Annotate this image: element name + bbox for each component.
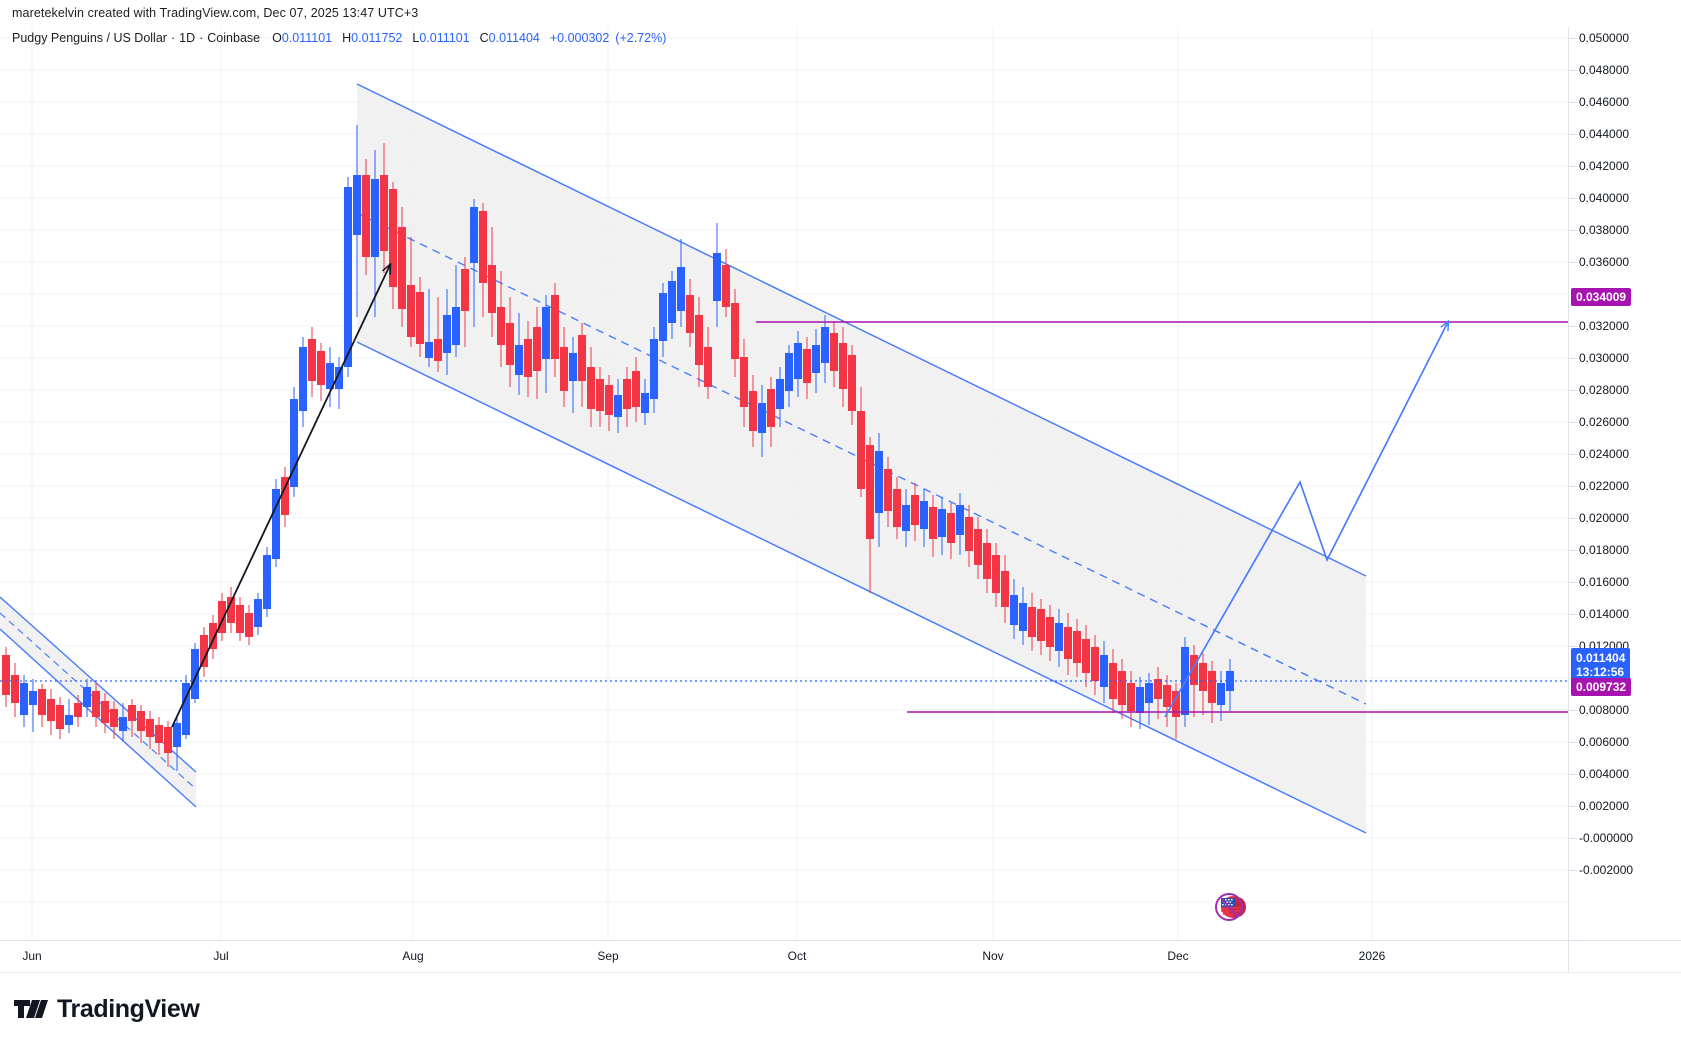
price-tick: 0.030000 — [1569, 351, 1629, 365]
time-tick-sep: Sep — [597, 949, 619, 963]
change-percent: (+2.72%) — [615, 31, 667, 45]
price-tick: 0.038000 — [1569, 223, 1629, 237]
price-tick: 0.026000 — [1569, 415, 1629, 429]
price-tick: 0.024000 — [1569, 447, 1629, 461]
low-value: L0.011101 — [412, 31, 470, 45]
price-tick: 0.042000 — [1569, 159, 1629, 173]
candle-group-june — [2, 647, 190, 771]
bullish-projection-path[interactable] — [1164, 322, 1448, 718]
change-value: +0.000302 — [549, 31, 610, 45]
price-tick: 0.044000 — [1569, 127, 1629, 141]
legend-separator-1: · — [170, 31, 176, 45]
exchange-label[interactable]: Coinbase — [207, 31, 261, 45]
price-tick: 0.014000 — [1569, 607, 1629, 621]
price-tick: 0.016000 — [1569, 575, 1629, 589]
price-tick: 0.004000 — [1569, 767, 1629, 781]
candle-group-july-rally — [191, 177, 352, 703]
last-price-value: 0.011404 — [1576, 651, 1626, 665]
chart-plot-area[interactable] — [0, 27, 1568, 940]
high-value: H0.011752 — [342, 31, 403, 45]
time-tick-jul: Jul — [213, 949, 229, 963]
price-tick: 0.036000 — [1569, 255, 1629, 269]
price-tick: -0.000000 — [1569, 831, 1633, 845]
candle-group-october — [731, 289, 919, 593]
target-price-badge[interactable]: 0.034009 — [1571, 288, 1632, 306]
price-tick: 0.022000 — [1569, 479, 1629, 493]
candle-group-august-peak — [353, 125, 541, 399]
tradingview-logo[interactable]: TradingView — [14, 994, 200, 1024]
price-tick: 0.040000 — [1569, 191, 1629, 205]
time-tick-jun: Jun — [22, 949, 42, 963]
time-scale[interactable]: Jun Jul Aug Sep Oct Nov Dec 2026 — [0, 940, 1568, 972]
price-tick: 0.002000 — [1569, 799, 1629, 813]
symbol-name[interactable]: Pudgy Penguins / US Dollar — [12, 31, 167, 45]
tradingview-mark-icon — [14, 1000, 48, 1018]
time-tick-dec: Dec — [1167, 949, 1189, 963]
time-tick-2026: 2026 — [1358, 949, 1386, 963]
price-tick: 0.048000 — [1569, 63, 1629, 77]
price-tick: 0.020000 — [1569, 511, 1629, 525]
last-price-badge[interactable]: 0.011404 13:12:56 — [1571, 648, 1631, 682]
interval-label[interactable]: 1D — [179, 31, 196, 45]
time-tick-aug: Aug — [402, 949, 424, 963]
candle-group-september — [542, 223, 730, 433]
chart-watermark-logo — [1207, 889, 1255, 925]
price-tick: 0.050000 — [1569, 31, 1629, 45]
footer-bar: TradingView — [0, 972, 1681, 1045]
price-tick: 0.006000 — [1569, 735, 1629, 749]
price-tick: 0.032000 — [1569, 319, 1629, 333]
price-tick: 0.018000 — [1569, 543, 1629, 557]
price-tick: 0.008000 — [1569, 703, 1629, 717]
legend-separator-2: · — [199, 31, 204, 45]
candle-group-november — [920, 489, 1108, 703]
time-scale-corner — [1568, 940, 1681, 972]
open-value: O0.011101 — [272, 31, 333, 45]
time-tick-oct: Oct — [787, 949, 807, 963]
candlestick-series[interactable] — [2, 125, 1234, 771]
ohlc-values: O0.011101 H0.011752 L0.011101 C0.011404 — [272, 31, 540, 45]
price-tick: 0.028000 — [1569, 383, 1629, 397]
attribution-bar: maretekelvin created with TradingView.co… — [0, 0, 1681, 26]
price-tick: -0.002000 — [1569, 863, 1633, 877]
tradingview-wordmark: TradingView — [57, 994, 200, 1023]
chart-svg — [0, 27, 1568, 940]
support-price-badge[interactable]: 0.009732 — [1571, 678, 1632, 696]
symbol-legend: Pudgy Penguins / US Dollar · 1D · Coinba… — [0, 27, 666, 49]
attribution-text: maretekelvin created with TradingView.co… — [12, 6, 419, 20]
price-scale[interactable]: 0.050000 0.048000 0.046000 0.044000 0.04… — [1568, 27, 1681, 940]
time-tick-nov: Nov — [982, 949, 1004, 963]
close-value: C0.011404 — [479, 31, 540, 45]
price-tick: 0.046000 — [1569, 95, 1629, 109]
rally-arrow[interactable] — [171, 265, 390, 728]
bar-countdown: 13:12:56 — [1576, 665, 1625, 679]
